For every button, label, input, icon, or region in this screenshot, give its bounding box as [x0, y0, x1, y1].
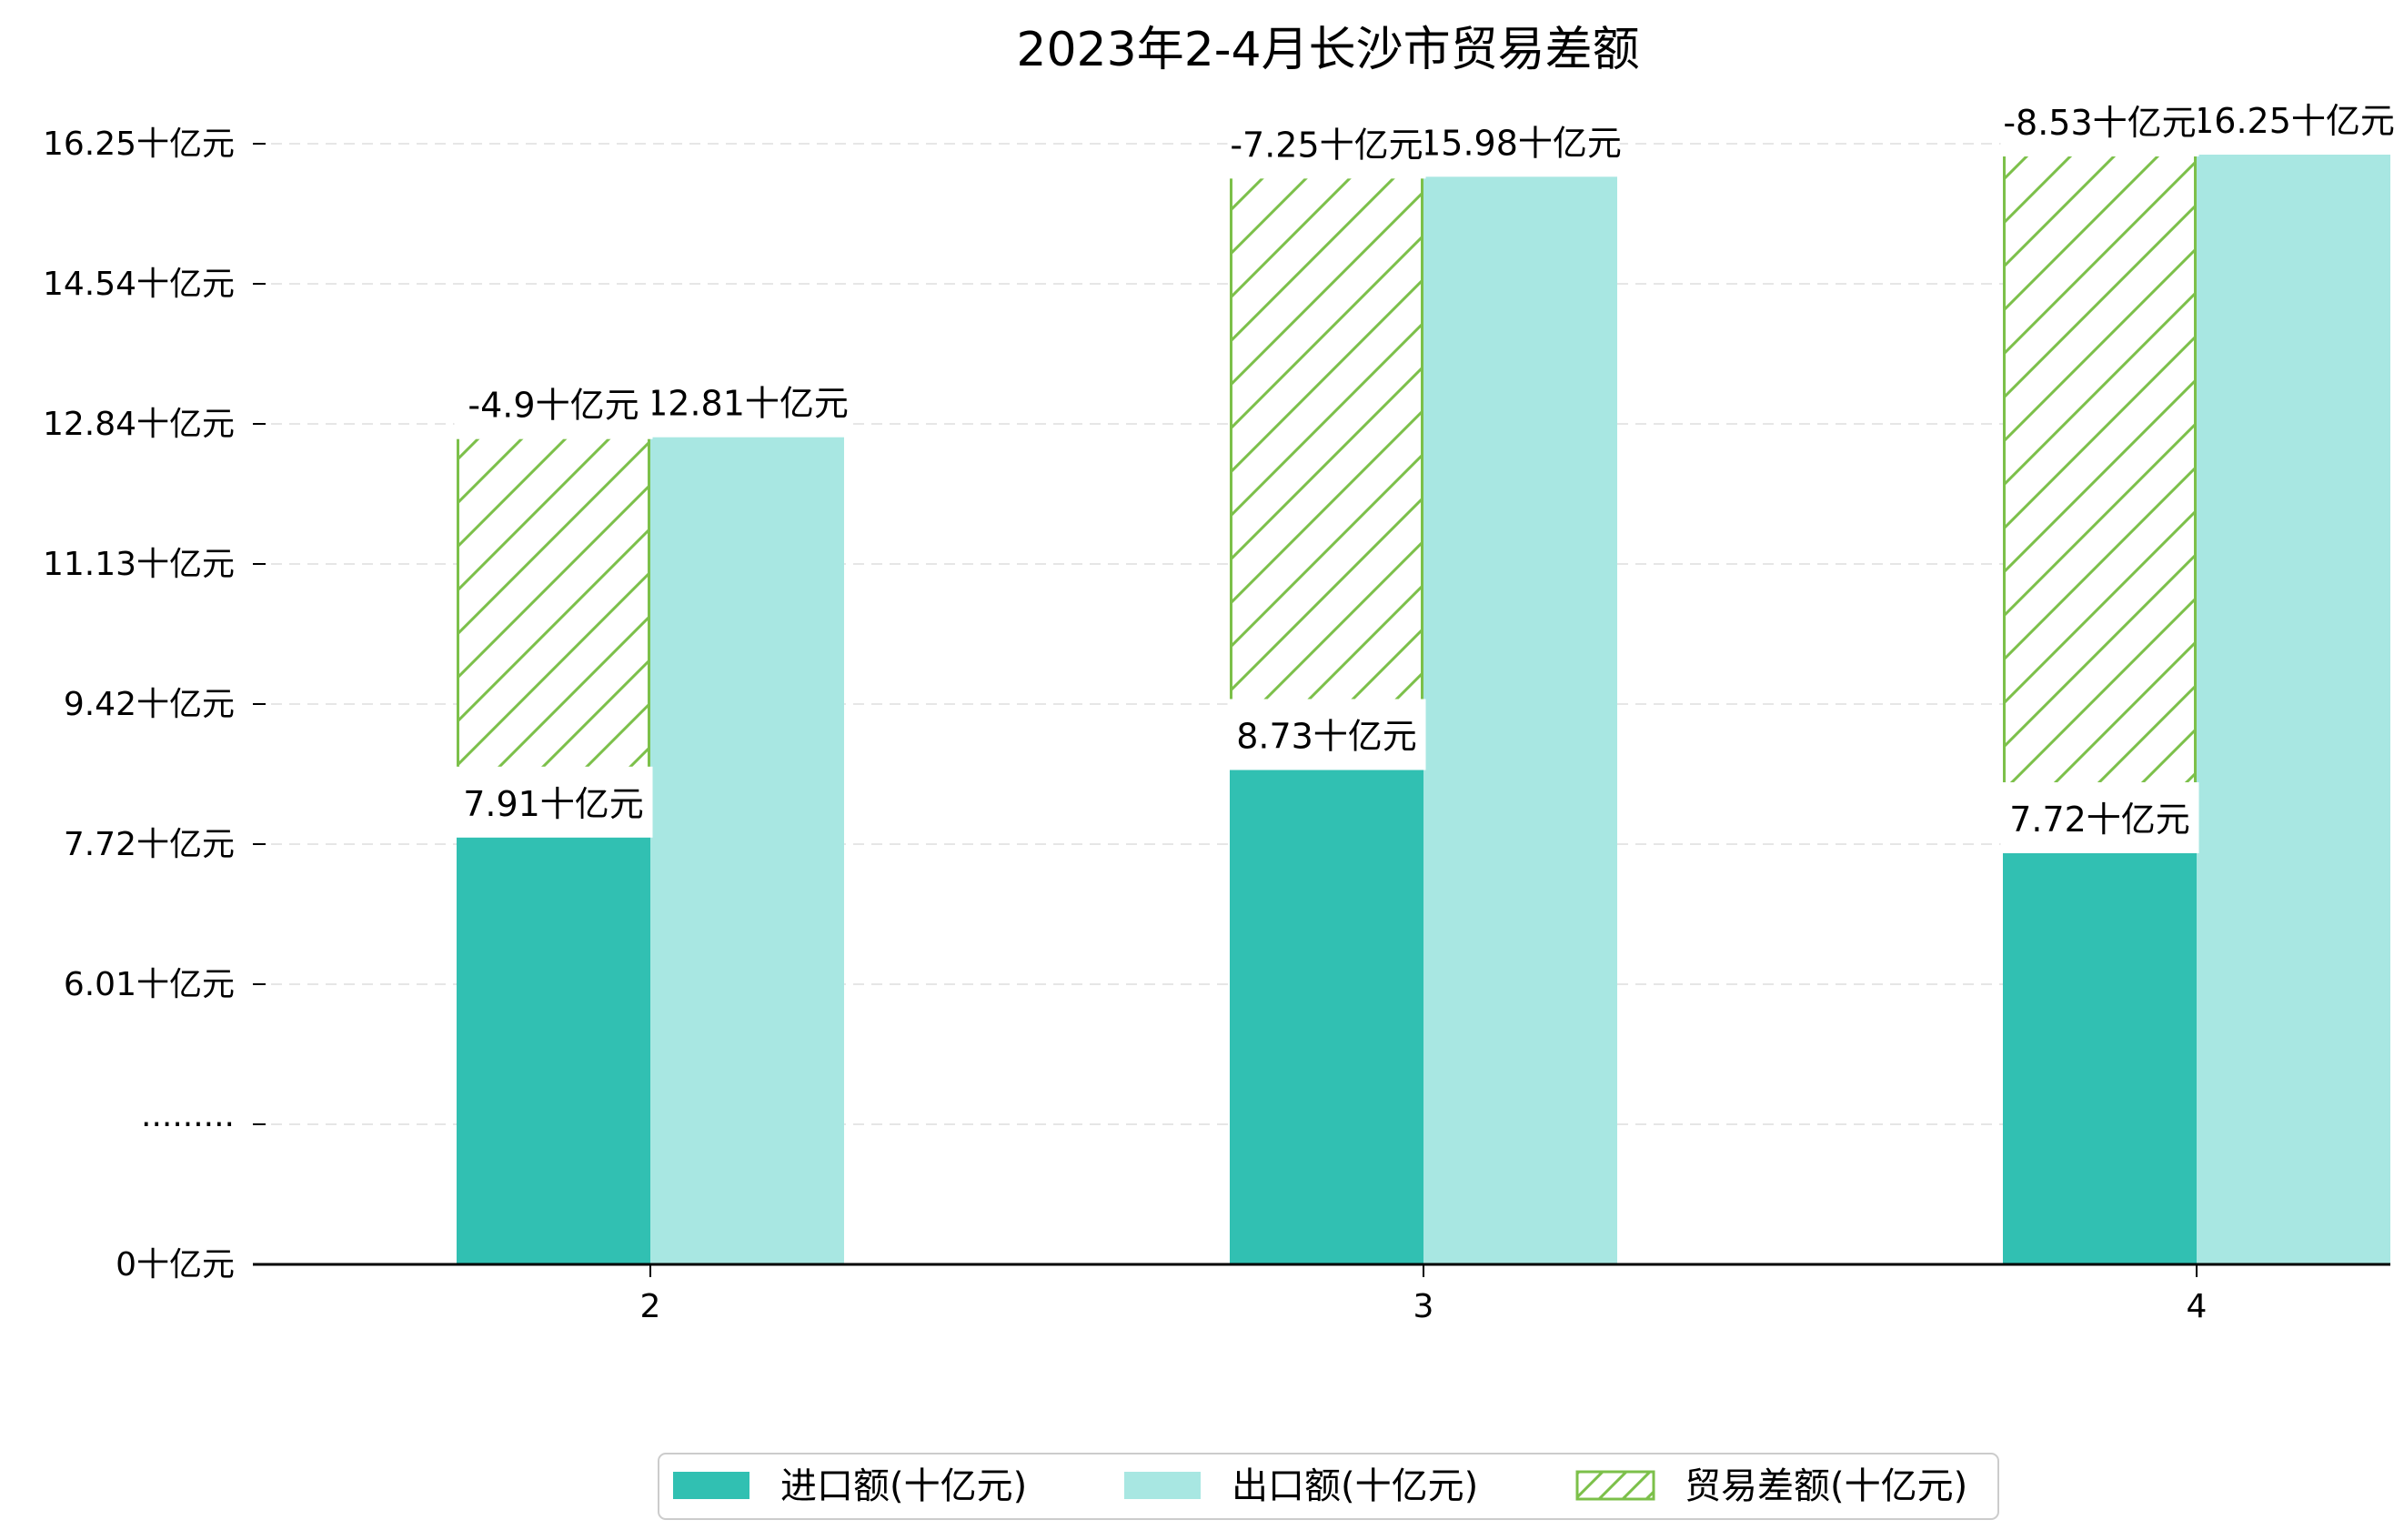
y-tick-label: 7.72十亿元	[64, 826, 235, 863]
trade-balance-value-label-background	[2000, 86, 2199, 156]
import-bar	[457, 828, 650, 1264]
export-bar	[650, 426, 844, 1264]
export-value-label: 12.81十亿元	[646, 384, 849, 424]
export-bar	[2197, 144, 2390, 1264]
import-value-label-background	[2000, 782, 2199, 853]
trade-balance-value-label: -8.53十亿元	[2003, 103, 2196, 143]
data-labels: 12.81十亿元-4.9十亿元 7.91十亿元 15.98十亿元-7.25十亿元 8.…	[454, 84, 2395, 853]
export-value-label: 15.98十亿元	[1419, 123, 1622, 163]
legend-box	[658, 1453, 1999, 1520]
y-tick-label: 11.13十亿元	[43, 546, 235, 583]
import-value-label: 8.73十亿元	[1236, 717, 1417, 757]
x-tick-label: 4	[2187, 1288, 2208, 1325]
export-bar	[1423, 166, 1617, 1264]
export-value-label-background	[648, 366, 847, 438]
legend-trade-balance-swatch	[1575, 1470, 1655, 1501]
legend-export-label: 出口额(十亿元)	[1232, 1465, 1478, 1507]
export-value-label-background	[1421, 106, 1620, 177]
trade-balance-value-label: -4.9十亿元	[468, 386, 639, 426]
import-bar	[2003, 844, 2197, 1264]
trade-balance-value-label-background	[454, 367, 653, 439]
y-tick-label: 6.01十亿元	[64, 966, 235, 1003]
trade-balance-value-label-background	[1227, 107, 1426, 179]
axes: 0十亿元 ········· 6.01十亿元 7.72十亿元 9.42十亿元 11.13十…	[43, 126, 2390, 1325]
y-tick-label: 14.54十亿元	[43, 266, 235, 303]
import-bar	[1230, 760, 1423, 1264]
legend: 进口额(十亿元) 出口额(十亿元) 贸易差额(十亿元)	[658, 1453, 1999, 1520]
y-tick-label: 16.25十亿元	[43, 126, 235, 163]
legend-import-swatch	[673, 1472, 749, 1499]
y-tick-label: 0十亿元	[116, 1246, 235, 1283]
import-value-label: 7.72十亿元	[2009, 800, 2190, 840]
import-value-label-background	[1227, 699, 1426, 770]
y-tick-label: 9.42十亿元	[64, 686, 235, 723]
trade-balance-bar	[1230, 164, 1423, 763]
legend-export-swatch	[1124, 1472, 1201, 1499]
export-value-label-background	[2194, 84, 2393, 155]
import-value-label-background	[454, 766, 653, 838]
trade-balance-bar	[2003, 142, 2197, 846]
x-tick-label: 3	[1413, 1288, 1434, 1325]
y-tick-label: ·········	[141, 1106, 235, 1143]
x-tick-label: 2	[640, 1288, 661, 1325]
legend-import-label: 进口额(十亿元)	[780, 1465, 1027, 1507]
export-value-label: 16.25十亿元	[2192, 101, 2395, 141]
import-value-label: 7.91十亿元	[463, 784, 644, 824]
trade-balance-value-label: -7.25十亿元	[1230, 125, 1423, 165]
y-tick-label: 12.84十亿元	[43, 406, 235, 443]
chart-title: 2023年2-4月长沙市贸易差额	[1016, 23, 1639, 77]
legend-trade-balance-label: 贸易差额(十亿元)	[1685, 1465, 1967, 1507]
